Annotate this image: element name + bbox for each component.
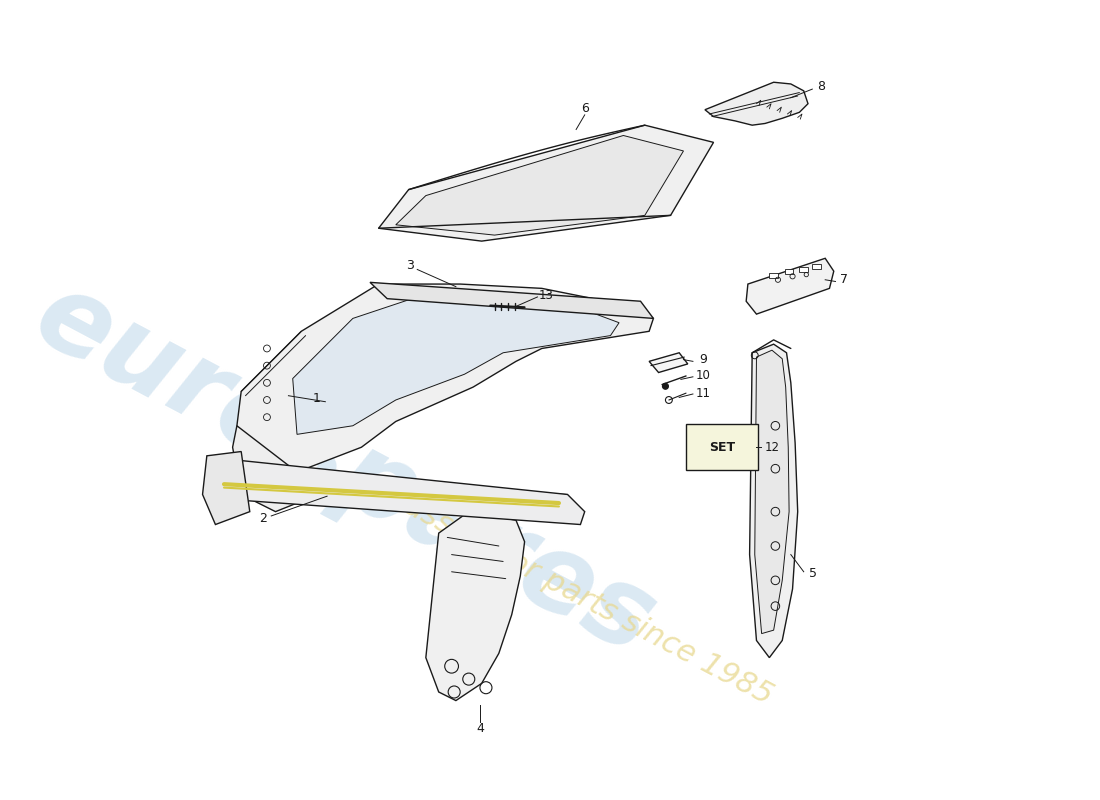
Polygon shape xyxy=(232,426,306,512)
Text: a passion for parts since 1985: a passion for parts since 1985 xyxy=(358,468,778,710)
Polygon shape xyxy=(460,670,478,682)
Polygon shape xyxy=(769,273,778,278)
Polygon shape xyxy=(213,460,585,525)
Polygon shape xyxy=(755,350,789,634)
Polygon shape xyxy=(800,267,808,272)
Polygon shape xyxy=(426,512,525,701)
FancyBboxPatch shape xyxy=(686,424,758,470)
Circle shape xyxy=(662,383,669,390)
Text: 1: 1 xyxy=(312,392,321,405)
Polygon shape xyxy=(649,353,688,373)
Text: 12: 12 xyxy=(764,441,780,454)
Text: 4: 4 xyxy=(476,722,484,735)
Polygon shape xyxy=(378,125,714,241)
Text: 13: 13 xyxy=(539,289,553,302)
Polygon shape xyxy=(705,82,808,125)
Text: 2: 2 xyxy=(258,512,266,525)
Text: eurospares: eurospares xyxy=(16,261,672,676)
Polygon shape xyxy=(370,282,653,318)
Polygon shape xyxy=(812,264,821,270)
Text: SET: SET xyxy=(710,441,735,454)
Text: 8: 8 xyxy=(817,80,825,93)
Polygon shape xyxy=(784,269,793,274)
Polygon shape xyxy=(202,451,250,525)
Text: 3: 3 xyxy=(406,258,415,272)
Text: 7: 7 xyxy=(840,274,848,286)
Text: 10: 10 xyxy=(696,370,711,382)
Polygon shape xyxy=(396,135,683,235)
Text: 5: 5 xyxy=(810,567,817,580)
Polygon shape xyxy=(746,258,834,314)
Text: 11: 11 xyxy=(695,387,711,401)
Text: 6: 6 xyxy=(581,102,589,114)
Polygon shape xyxy=(749,344,798,658)
Text: 9: 9 xyxy=(700,353,707,366)
Polygon shape xyxy=(293,293,619,434)
Polygon shape xyxy=(236,284,653,469)
